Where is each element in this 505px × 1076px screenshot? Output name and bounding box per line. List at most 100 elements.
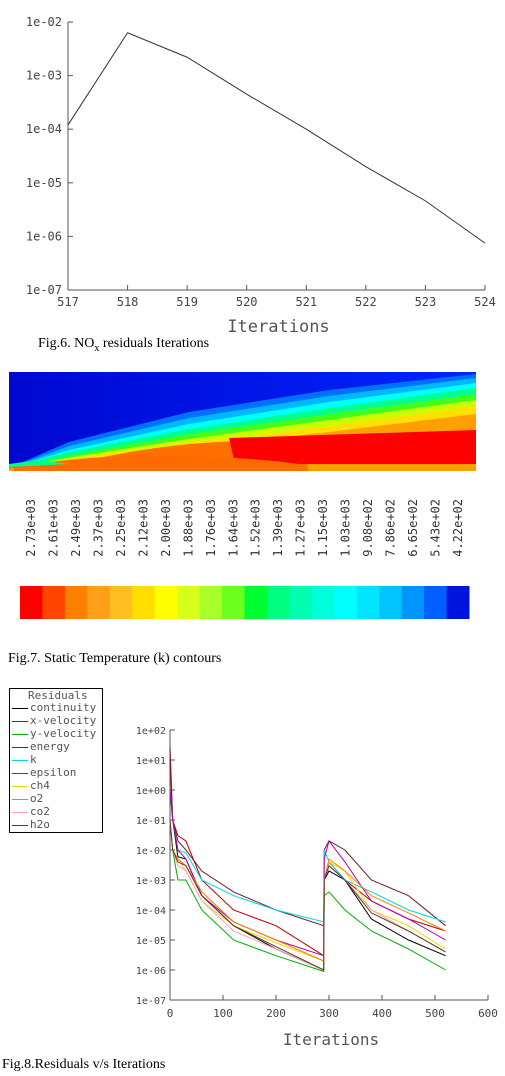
legend-entry: k (12, 753, 100, 767)
residuals-chart: 1e+02 1e+01 1e+00 1e-01 1e-02 1e-03 1e-04 1e-05… (136, 726, 498, 1049)
x-tick-label: 200 (266, 1007, 286, 1020)
legend-swatch (132, 586, 156, 619)
legend-swatch (20, 586, 43, 619)
x-tick-label: 520 (236, 295, 258, 309)
legend-label: co2 (30, 805, 50, 818)
series-line-epsilon (169, 789, 446, 957)
legend-swatch (334, 586, 358, 619)
legend-label: ch4 (30, 779, 50, 792)
contour-band (9, 460, 69, 467)
series-line-o2 (169, 819, 446, 962)
y-tick-label: 1e+02 (136, 726, 166, 737)
legend-swatch (177, 586, 201, 619)
legend-line-swatch (12, 708, 28, 709)
y-tick-label: 1e-03 (136, 876, 166, 887)
x-tick-label: 0 (167, 1007, 174, 1020)
legend-entry: y-velocity (12, 727, 100, 741)
series-line-h2o (169, 819, 446, 971)
y-tick-label: 1e-03 (26, 69, 62, 83)
series-line-co2 (169, 819, 446, 971)
legend-label: energy (30, 740, 70, 753)
legend-swatch (222, 586, 245, 619)
y-tick-label: 1e-01 (136, 816, 166, 827)
legend-swatch (64, 586, 88, 619)
legend-label: 1.52e+03 (249, 499, 263, 557)
legend-label: 1.64e+03 (226, 499, 240, 557)
legend-line-swatch (12, 734, 28, 735)
legend-swatch (424, 586, 448, 619)
temperature-color-legend: 2.73e+03 2.61e+03 2.49e+03 2.37e+03 2.25e+03… (20, 499, 470, 619)
legend-swatch (446, 586, 470, 619)
x-tick-label: 400 (372, 1007, 392, 1020)
legend-label: 7.86e+02 (383, 499, 397, 557)
legend-swatch (266, 586, 290, 619)
legend-swatch (379, 586, 403, 619)
fig7-caption: Fig.7. Static Temperature (k) contours (8, 651, 222, 666)
legend-entry: o2 (12, 792, 100, 806)
y-tick-label: 1e-07 (26, 283, 62, 297)
series-line-ch4 (169, 819, 446, 962)
fig6-caption-sub: x (94, 342, 100, 354)
series-line-energy (169, 745, 446, 927)
legend-label: x-velocity (30, 714, 97, 727)
fig8-caption: Fig.8.Residuals v/s Iterations (2, 1057, 166, 1072)
legend-line-swatch (12, 760, 28, 761)
legend-label: 1.88e+03 (181, 499, 195, 557)
y-tick-label: 1e-07 (136, 996, 166, 1007)
series-line-continuity (169, 789, 446, 971)
legend-label: continuity (30, 701, 97, 714)
legend-label: 1.39e+03 (271, 499, 285, 557)
legend-label: k (30, 753, 37, 766)
legend-label: 1.15e+03 (316, 499, 330, 557)
y-tick-label: 1e-05 (26, 176, 62, 190)
legend-label: 2.00e+03 (159, 499, 173, 557)
legend-swatch (311, 586, 335, 619)
temperature-contour-plot (9, 372, 476, 471)
series-line-y-velocity (169, 819, 446, 973)
x-tick-label: 500 (425, 1007, 445, 1020)
legend-swatch (356, 586, 380, 619)
contour-band (9, 456, 299, 468)
legend-swatch (154, 586, 178, 619)
legend-label: 5.43e+02 (428, 499, 442, 557)
fig6-caption-suffix: residuals Iterations (99, 336, 210, 351)
legend-line-swatch (12, 747, 28, 748)
legend-label: 1.03e+03 (339, 499, 353, 557)
legend-swatch (401, 586, 425, 619)
fig6-caption-prefix: Fig.6. NO (38, 336, 95, 351)
legend-label: 1.27e+03 (294, 499, 308, 557)
series-line-k (169, 789, 446, 923)
legend-swatch (289, 586, 313, 619)
y-tick-label: 1e-04 (26, 122, 62, 136)
y-tick-label: 1e+00 (136, 786, 166, 797)
legend-label: 1.76e+03 (204, 499, 218, 557)
legend-label: 2.73e+03 (24, 499, 38, 557)
y-tick-label: 1e-06 (26, 229, 62, 243)
x-tick-label: 524 (474, 295, 496, 309)
legend-label: y-velocity (30, 727, 97, 740)
nox-residual-line (67, 32, 486, 244)
legend-entry: energy (12, 740, 100, 754)
legend-line-swatch (12, 786, 28, 787)
fig6-caption: Fig.6. NOx residuals Iterations (38, 336, 209, 354)
y-tick-label: 1e-02 (136, 846, 166, 857)
fig8-legend-title: Residuals (28, 689, 88, 702)
legend-label: 4.22e+02 (451, 499, 465, 557)
legend-entry: continuity (12, 701, 100, 715)
legend-swatch (199, 586, 223, 619)
legend-label: 9.08e+02 (361, 499, 375, 557)
legend-label: 2.49e+03 (69, 499, 83, 557)
legend-swatch (109, 586, 133, 619)
legend-swatch (244, 586, 268, 619)
contour-region-hot (229, 430, 476, 464)
legend-label: o2 (30, 792, 44, 805)
fig8-legend-box: Residuals continuity x-velocity y-velocity… (9, 688, 103, 833)
legend-swatch (87, 586, 111, 619)
legend-label: epsilon (30, 766, 77, 779)
legend-line-swatch (12, 812, 28, 813)
legend-line-swatch (12, 825, 28, 826)
legend-entry: x-velocity (12, 714, 100, 728)
x-tick-label: 521 (295, 295, 317, 309)
x-tick-label: 100 (213, 1007, 233, 1020)
